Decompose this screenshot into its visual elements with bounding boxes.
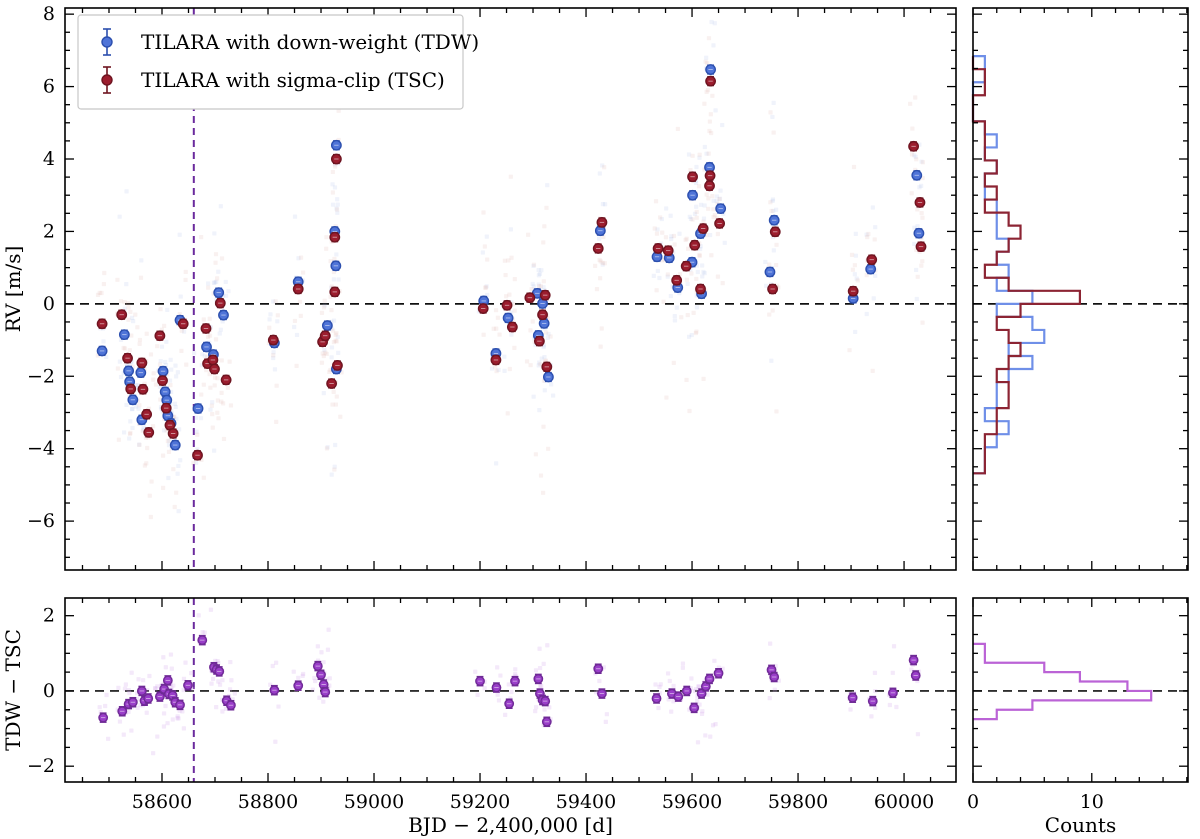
rv-tick-label: −6	[27, 510, 55, 532]
series-diff	[98, 634, 921, 728]
rv-tick-label: 2	[43, 220, 55, 242]
tsc-histogram	[971, 56, 1082, 475]
x-tick-label: 60000	[874, 791, 934, 813]
main-panel-axes-spine	[64, 7, 957, 571]
diff-panel-axes	[65, 598, 956, 782]
x-tick-label: 59000	[344, 791, 404, 813]
x-tick-label: 59200	[450, 791, 510, 813]
x-tick-label: 58600	[132, 791, 192, 813]
legend-item-label: TILARA with down-weight (TDW)	[141, 30, 479, 54]
rv-hist-axes	[972, 8, 1188, 570]
counts-tick-label: 0	[967, 791, 979, 813]
counts-axis-label: Counts	[1045, 813, 1116, 837]
legend-box	[77, 14, 464, 110]
diff-axis-label: TDW − TSC	[1, 629, 25, 751]
series-tsc	[96, 75, 927, 461]
rv-axis-label: RV [m/s]	[1, 246, 25, 333]
x-tick-label: 59400	[556, 791, 616, 813]
counts-hist-axes-spine	[972, 597, 1189, 783]
legend-item: TILARA with sigma-clip (TSC)	[101, 66, 445, 94]
rv-tick-label: −4	[27, 438, 55, 460]
diff-tick-label: −2	[27, 755, 55, 777]
legend: TILARA with down-weight (TDW) TILARA with…	[77, 14, 479, 110]
legend-item-label: TILARA with sigma-clip (TSC)	[141, 68, 445, 92]
counts-hist-axes	[972, 598, 1188, 782]
rv-tick-label: −2	[27, 365, 55, 387]
diff-tick-label: 2	[43, 605, 55, 627]
series-tdw	[96, 64, 925, 451]
x-tick-label: 58800	[238, 791, 298, 813]
x-tick-label: 59800	[768, 791, 828, 813]
rv-tick-label: 6	[43, 76, 55, 98]
rv-tick-label: 8	[43, 3, 55, 25]
x-axis-label: BJD − 2,400,000 [d]	[408, 813, 613, 837]
counts-tick-label: 10	[1080, 791, 1104, 813]
diff-panel-axes-spine	[64, 597, 957, 783]
diff-histogram	[973, 642, 1153, 721]
diff-tick-label: 0	[43, 680, 55, 702]
rv-tick-label: 4	[43, 148, 55, 170]
rv-tick-label: 0	[43, 293, 55, 315]
tdw-histogram	[971, 55, 1046, 475]
rv-hist-axes-spine	[972, 7, 1189, 571]
main-panel-axes	[65, 8, 956, 570]
legend-item: TILARA with down-weight (TDW)	[101, 28, 479, 56]
diff-ghost-points	[97, 607, 922, 756]
x-tick-label: 59600	[662, 791, 722, 813]
